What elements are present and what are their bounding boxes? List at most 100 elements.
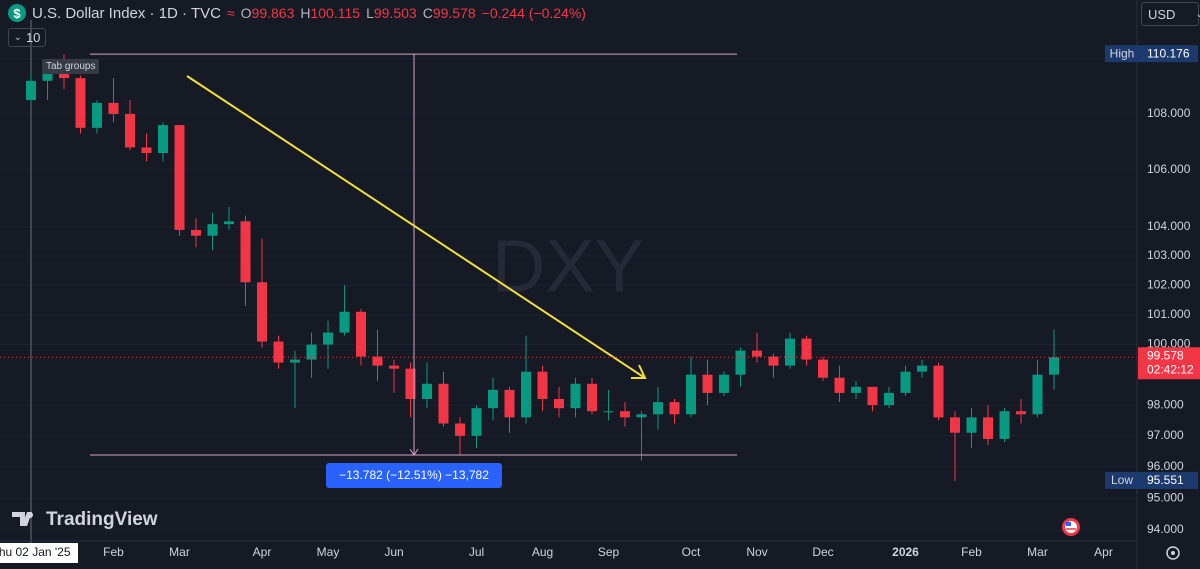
measure-label-box	[326, 463, 502, 488]
x-tick-label: Mar	[169, 545, 190, 559]
candle-body	[75, 78, 86, 128]
x-tick-label: Aug	[532, 545, 553, 559]
symbol-title[interactable]: U.S. Dollar Index · 1D · TVC	[32, 4, 221, 22]
candle-body	[438, 383, 449, 424]
y-tick-label: 103.000	[1147, 248, 1191, 262]
candle-body	[917, 365, 927, 372]
watermark: DXY	[492, 225, 644, 308]
candle-body	[603, 411, 614, 413]
y-tick-label: 94.000	[1147, 522, 1184, 536]
candle-body	[273, 341, 284, 363]
candle-body	[207, 224, 218, 236]
ohlc-value: 100.115	[310, 5, 361, 21]
candle-body	[537, 371, 548, 399]
x-tick-label: Apr	[1094, 545, 1113, 559]
candle-body	[405, 368, 416, 399]
high-marker-tag	[1105, 45, 1140, 63]
trend-arrow	[186, 75, 646, 379]
candle-body	[26, 80, 36, 101]
crosshair-date-box	[0, 543, 78, 563]
settings-icon[interactable]	[1166, 546, 1180, 560]
candle-body	[785, 338, 795, 366]
candle-body	[257, 282, 267, 342]
candle-body	[125, 113, 135, 148]
last-price-box	[1138, 347, 1200, 380]
currency-select[interactable]: USD ⌄	[1141, 2, 1200, 26]
candle-body	[174, 125, 185, 230]
candle-body	[768, 356, 779, 366]
candle-body	[851, 386, 861, 393]
ohlc-key: L	[366, 5, 374, 21]
candle-body	[455, 423, 465, 436]
ohlc-item: O99.863	[241, 5, 295, 21]
candle-body	[224, 221, 234, 225]
candle-body	[306, 344, 317, 360]
candle-body	[867, 386, 878, 406]
candle-body	[290, 359, 300, 363]
ohlc-value: 99.503	[373, 5, 417, 21]
x-tick-label: Jul	[469, 545, 484, 559]
candle-body	[339, 311, 350, 333]
ohlc-item: H100.115	[300, 5, 360, 21]
candle-body	[999, 411, 1010, 439]
candle-body	[653, 402, 663, 415]
candle-body	[620, 411, 630, 418]
x-tick-label: Mar	[1027, 545, 1048, 559]
y-tick-label: 95.000	[1147, 490, 1184, 504]
indicator-count: 10	[25, 30, 41, 45]
candle-body	[504, 389, 515, 418]
y-tick-label: 98.000	[1147, 397, 1184, 411]
high-marker-value: 110.176	[1147, 46, 1190, 60]
candle-body	[983, 417, 993, 439]
flag-icon	[1062, 518, 1080, 536]
candle-body	[372, 356, 383, 366]
y-tick-label: 102.000	[1147, 277, 1191, 291]
low-marker-box	[1140, 471, 1198, 489]
candle-body	[92, 102, 102, 128]
x-tick-label: Dec	[812, 545, 833, 559]
candle-body	[636, 414, 647, 418]
ohlc-key: H	[300, 5, 311, 21]
candle-body	[702, 374, 713, 393]
candle-body	[1016, 411, 1026, 415]
candle-body	[686, 374, 696, 415]
measure-arrowhead	[409, 448, 419, 456]
candle-body	[834, 377, 845, 393]
indicator-toggle[interactable]: ⌄ 10	[8, 28, 46, 47]
candle-body	[801, 338, 812, 360]
status-icon: ≈	[226, 5, 235, 21]
measure-label: −13.782 (−12.51%) −13,782	[339, 468, 489, 482]
ohlc-value: 99.863	[251, 5, 295, 21]
candle-body	[900, 371, 911, 393]
candle-body	[719, 374, 729, 393]
ohlc-key: O	[240, 5, 252, 21]
candle-body	[1032, 374, 1043, 415]
x-tick-label: Feb	[103, 545, 124, 559]
y-tick-label: 100.000	[1147, 337, 1191, 351]
ohlc: O99.863 H100.115 L99.503 C99.578	[241, 5, 476, 21]
last-price-label: 99.578	[1147, 348, 1184, 362]
x-tick-label: Apr	[253, 545, 272, 559]
brand-text: TradingView	[46, 509, 158, 530]
crosshair-date: Thu 02 Jan '25	[0, 545, 71, 559]
candle-body	[587, 383, 597, 412]
ohlc-item: C99.578	[423, 5, 476, 21]
candle-body	[141, 147, 152, 154]
x-tick-label: Sep	[598, 545, 620, 559]
candle-body	[488, 389, 498, 409]
y-tick-label: 108.000	[1147, 106, 1191, 120]
low-marker-name: Low	[1111, 473, 1133, 487]
candle-body	[950, 417, 960, 433]
candle-body	[422, 383, 432, 399]
candle-body	[735, 350, 746, 375]
high-marker-name: High	[1110, 46, 1135, 60]
candle-body	[191, 229, 201, 236]
x-tick-label: Jun	[384, 545, 403, 559]
candle-body	[570, 383, 581, 409]
high-marker-box	[1140, 45, 1198, 63]
y-tick-label: 97.000	[1147, 428, 1184, 442]
y-tick-label: 96.000	[1147, 459, 1184, 473]
candle-body	[966, 417, 977, 433]
low-marker-value: 95.551	[1147, 473, 1184, 487]
change: −0.244 (−0.24%)	[481, 5, 586, 21]
